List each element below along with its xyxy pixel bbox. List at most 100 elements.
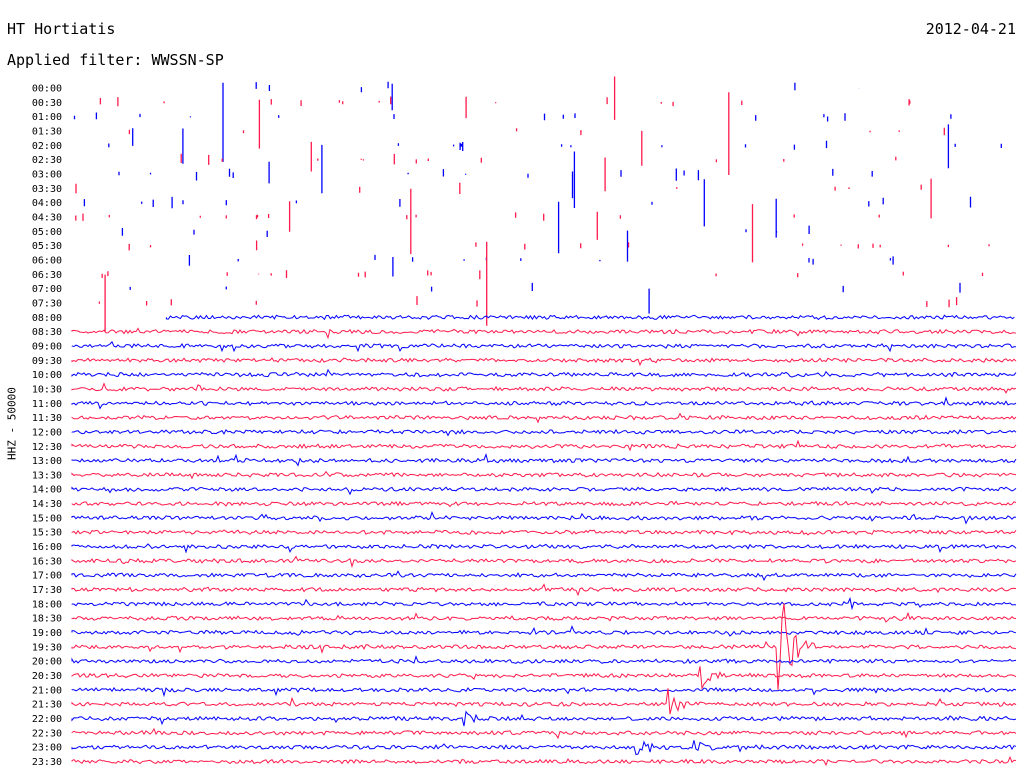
row-label: 14:00	[32, 485, 62, 496]
trace-row	[71, 368, 1017, 378]
row-label: 21:00	[32, 685, 62, 696]
trace-row	[71, 529, 1017, 536]
trace-row	[71, 603, 1017, 690]
station-title: HT Hortiatis	[7, 20, 116, 38]
row-label: 00:30	[32, 98, 62, 109]
row-label: 17:30	[32, 585, 62, 596]
trace-row	[71, 327, 1017, 340]
row-label: 19:00	[32, 628, 62, 639]
row-label: 18:00	[32, 599, 62, 610]
row-label: 01:30	[32, 126, 62, 137]
trace-row	[71, 596, 1017, 611]
trace-row	[128, 92, 945, 175]
trace-row	[121, 198, 810, 254]
row-label: 17:00	[32, 571, 62, 582]
trace-row	[71, 625, 1017, 637]
trace-row	[71, 428, 1017, 437]
trace-row	[98, 274, 958, 332]
trace-row	[129, 282, 961, 314]
row-label: 10:30	[32, 384, 62, 395]
trace-row	[71, 500, 1017, 508]
row-label: 01:00	[32, 112, 62, 123]
row-label: 18:30	[32, 614, 62, 625]
row-label: 08:00	[32, 313, 62, 324]
row-label: 15:30	[32, 528, 62, 539]
trace-row	[71, 570, 1017, 582]
row-label: 02:30	[32, 155, 62, 166]
trace-row	[71, 710, 1017, 727]
row-label: 19:30	[32, 642, 62, 653]
trace-row	[71, 486, 1017, 496]
row-label: 12:30	[32, 442, 62, 453]
row-label: 05:00	[32, 227, 62, 238]
row-label: 22:00	[32, 714, 62, 725]
trace-row	[101, 241, 984, 326]
row-label: 14:30	[32, 499, 62, 510]
trace-row	[71, 382, 1017, 394]
row-label: 16:30	[32, 556, 62, 567]
trace-row	[128, 204, 990, 263]
trace-row	[71, 341, 1017, 353]
trace-row	[71, 611, 1017, 623]
row-label: 21:30	[32, 700, 62, 711]
row-label: 22:30	[32, 728, 62, 739]
row-label: 23:30	[32, 757, 62, 768]
trace-row	[255, 81, 860, 111]
row-label: 06:30	[32, 270, 62, 281]
trace-row	[71, 543, 1017, 554]
trace-row	[83, 179, 972, 227]
trace-row	[71, 470, 1017, 480]
trace-row	[71, 583, 1017, 597]
row-label: 07:00	[32, 284, 62, 295]
trace-row	[71, 687, 1017, 698]
row-label: 04:30	[32, 212, 62, 223]
row-label: 02:00	[32, 141, 62, 152]
trace-row	[73, 82, 952, 162]
row-label: 16:00	[32, 542, 62, 553]
row-label: 11:00	[32, 399, 62, 410]
row-label: 13:30	[32, 470, 62, 481]
trace-row	[75, 188, 880, 255]
trace-row	[71, 396, 1017, 410]
row-label: 11:30	[32, 413, 62, 424]
row-label: 06:00	[32, 255, 62, 266]
trace-row	[71, 655, 1017, 665]
row-label: 07:30	[32, 298, 62, 309]
trace-row	[71, 688, 1017, 715]
row-label: 03:30	[32, 184, 62, 195]
trace-row	[71, 452, 1017, 467]
trace-row	[71, 357, 1017, 367]
row-label: 09:00	[32, 341, 62, 352]
row-label: 10:00	[32, 370, 62, 381]
date-label: 2012-04-21	[925, 20, 1016, 38]
row-label: 09:30	[32, 356, 62, 367]
trace-row	[108, 124, 1002, 169]
trace-row	[180, 130, 897, 192]
row-label: 20:30	[32, 671, 62, 682]
trace-row	[165, 314, 1015, 321]
row-label: 15:00	[32, 513, 62, 524]
trace-row	[99, 76, 911, 120]
trace-row	[75, 178, 932, 219]
trace-row	[71, 666, 1017, 691]
row-label: 20:00	[32, 657, 62, 668]
trace-row	[71, 412, 1017, 424]
row-label: 04:00	[32, 198, 62, 209]
row-label: 03:00	[32, 169, 62, 180]
trace-row	[71, 555, 1017, 569]
row-label: 08:30	[32, 327, 62, 338]
row-label: 13:00	[32, 456, 62, 467]
row-label: 00:00	[32, 84, 62, 95]
row-label: 05:30	[32, 241, 62, 252]
filter-label: Applied filter: WWSSN-SP	[7, 51, 224, 69]
row-label: 12:00	[32, 427, 62, 438]
trace-row	[71, 439, 1017, 452]
trace-row	[71, 727, 1017, 740]
trace-row	[71, 740, 1017, 756]
trace-row	[118, 144, 873, 208]
trace-row	[71, 510, 1017, 525]
trace-row	[71, 755, 1017, 767]
row-label: 23:00	[32, 743, 62, 754]
trace-row	[188, 230, 894, 277]
